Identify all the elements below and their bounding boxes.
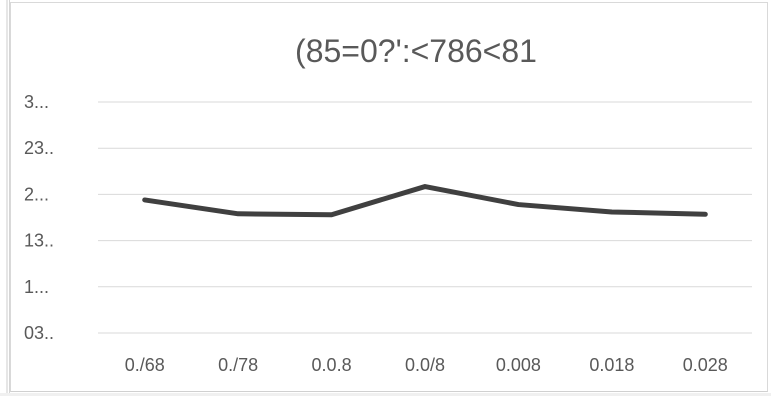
- chart-title: (85=0?':<786<81: [295, 33, 537, 69]
- left-frame: [0, 0, 10, 396]
- x-tick-label: 0./68: [125, 355, 165, 375]
- y-tick-label: 13..: [24, 231, 54, 251]
- y-tick-label: 03..: [24, 323, 54, 343]
- y-tick-label: 23..: [24, 138, 54, 158]
- x-tick-label: 0.028: [683, 355, 728, 375]
- y-tick-label: 3...: [24, 92, 49, 112]
- series-line: [142, 184, 708, 218]
- gridlines: [98, 101, 752, 334]
- left-frame-rule: [6, 0, 8, 396]
- bottom-rule: [0, 393, 771, 396]
- y-axis-tick-labels: 03.. 1... 13.. 2... 23.. 3...: [24, 92, 54, 343]
- x-tick-label: 0.018: [589, 355, 634, 375]
- series-layer: [142, 184, 708, 218]
- x-axis-tick-labels: 0./68 0./78 0.0.8 0.0/8 0.008 0.018 0.028: [125, 355, 728, 375]
- x-tick-label: 0./78: [218, 355, 258, 375]
- x-tick-label: 0.008: [496, 355, 541, 375]
- y-tick-label: 1...: [24, 277, 49, 297]
- y-tick-label: 2...: [24, 184, 49, 204]
- x-tick-label: 0.0/8: [405, 355, 445, 375]
- x-tick-label: 0.0.8: [312, 355, 352, 375]
